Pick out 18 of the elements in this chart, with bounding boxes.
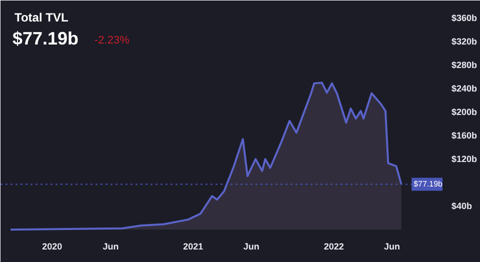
y-tick-label: $200b	[452, 107, 478, 118]
annotation: -2.23%	[94, 34, 130, 46]
y-tick-label: $240b	[452, 84, 478, 94]
ref-line-label: $77.19b	[414, 180, 444, 189]
y-tick-label: $320b	[452, 36, 478, 47]
text: Total TVL	[14, 10, 68, 24]
text: $77.19b	[12, 28, 79, 48]
x-tick-label: 2021	[183, 242, 204, 252]
x-tick-label: 2022	[324, 242, 344, 252]
y-tick-label: $280b	[452, 60, 478, 70]
y-tick-label: $160b	[452, 130, 478, 141]
x-tick-label: Jun	[243, 242, 260, 252]
y-tick-label: $360b	[452, 13, 478, 24]
x-tick-label: Jun	[384, 242, 400, 252]
x-tick-label: Jun	[102, 242, 119, 252]
x-tick-label: 2020	[42, 242, 62, 252]
y-tick-label: $120b	[452, 154, 478, 164]
y-tick-label: $40b	[452, 201, 473, 212]
